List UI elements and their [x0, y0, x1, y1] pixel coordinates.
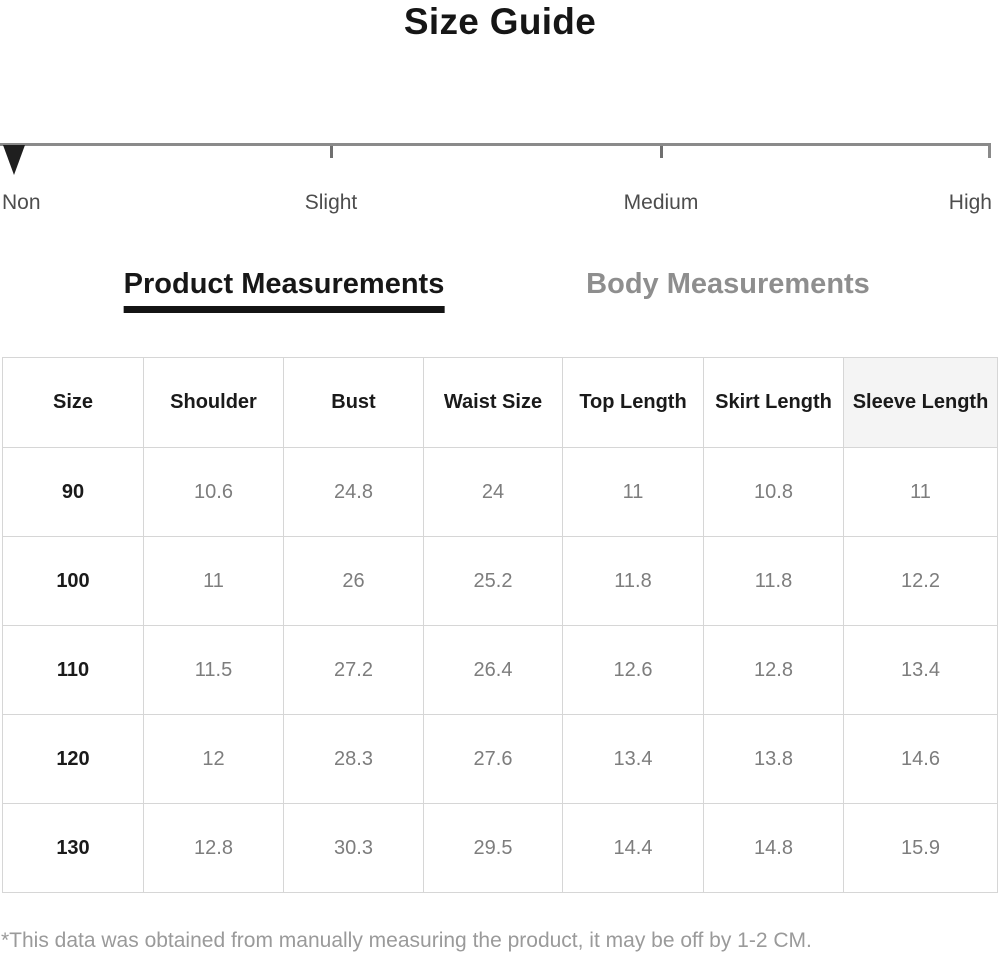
table-cell: 12.2 — [843, 536, 998, 626]
table-cell: 11.5 — [143, 625, 284, 715]
table-row: 110 11.5 27.2 26.4 12.6 12.8 13.4 — [2, 625, 998, 715]
table-cell: 12.8 — [143, 803, 284, 893]
scale-label-non: Non — [2, 191, 41, 214]
tab-product-measurements[interactable]: Product Measurements — [123, 268, 445, 313]
column-header-shoulder: Shoulder — [143, 357, 284, 448]
table-cell: 26 — [283, 536, 424, 626]
column-header-top-length: Top Length — [562, 357, 704, 448]
table-row: 90 10.6 24.8 24 11 10.8 11 — [2, 447, 998, 537]
column-header-waist-size: Waist Size — [423, 357, 563, 448]
table-cell: 13.8 — [703, 714, 844, 804]
table-cell: 14.4 — [562, 803, 704, 893]
scale-tick-slight — [330, 146, 333, 158]
scale-tick-medium — [660, 146, 663, 158]
table-cell: 25.2 — [423, 536, 563, 626]
table-cell: 11.8 — [703, 536, 844, 626]
table-row: 130 12.8 30.3 29.5 14.4 14.8 15.9 — [2, 803, 998, 893]
size-cell: 110 — [2, 625, 144, 715]
table-cell: 27.6 — [423, 714, 563, 804]
scale-pointer-icon — [3, 145, 25, 175]
table-row: 120 12 28.3 27.6 13.4 13.8 14.6 — [2, 714, 998, 804]
table-cell: 11 — [843, 447, 998, 537]
column-header-size: Size — [2, 357, 144, 448]
scale-label-slight: Slight — [304, 191, 358, 214]
column-header-sleeve-length: Sleeve Length — [843, 357, 998, 448]
column-header-bust: Bust — [283, 357, 424, 448]
scale-label-high: High — [948, 191, 992, 214]
table-cell: 10.6 — [143, 447, 284, 537]
size-cell: 100 — [2, 536, 144, 626]
table-cell: 12 — [143, 714, 284, 804]
size-cell: 90 — [2, 447, 144, 537]
size-cell: 130 — [2, 803, 144, 893]
scale-end-tick — [988, 143, 991, 158]
table-cell: 11 — [143, 536, 284, 626]
table-cell: 10.8 — [703, 447, 844, 537]
tab-body-measurements[interactable]: Body Measurements — [586, 268, 870, 300]
table-cell: 15.9 — [843, 803, 998, 893]
size-cell: 120 — [2, 714, 144, 804]
table-cell: 12.6 — [562, 625, 704, 715]
table-cell: 11 — [562, 447, 704, 537]
table-cell: 14.6 — [843, 714, 998, 804]
scale-line — [0, 143, 991, 146]
table-cell: 14.8 — [703, 803, 844, 893]
table-cell: 13.4 — [843, 625, 998, 715]
table-cell: 29.5 — [423, 803, 563, 893]
table-cell: 11.8 — [562, 536, 704, 626]
footnote: *This data was obtained from manually me… — [1, 929, 812, 952]
column-header-skirt-length: Skirt Length — [703, 357, 844, 448]
table-cell: 26.4 — [423, 625, 563, 715]
table-header-row: Size Shoulder Bust Waist Size Top Length… — [2, 357, 998, 448]
table-cell: 30.3 — [283, 803, 424, 893]
table-cell: 12.8 — [703, 625, 844, 715]
table-cell: 27.2 — [283, 625, 424, 715]
size-table: Size Shoulder Bust Waist Size Top Length… — [2, 357, 998, 893]
table-cell: 13.4 — [562, 714, 704, 804]
table-row: 100 11 26 25.2 11.8 11.8 12.2 — [2, 536, 998, 626]
page-title: Size Guide — [403, 1, 597, 42]
table-cell: 24.8 — [283, 447, 424, 537]
table-cell: 24 — [423, 447, 563, 537]
scale-label-medium: Medium — [623, 191, 699, 214]
table-cell: 28.3 — [283, 714, 424, 804]
